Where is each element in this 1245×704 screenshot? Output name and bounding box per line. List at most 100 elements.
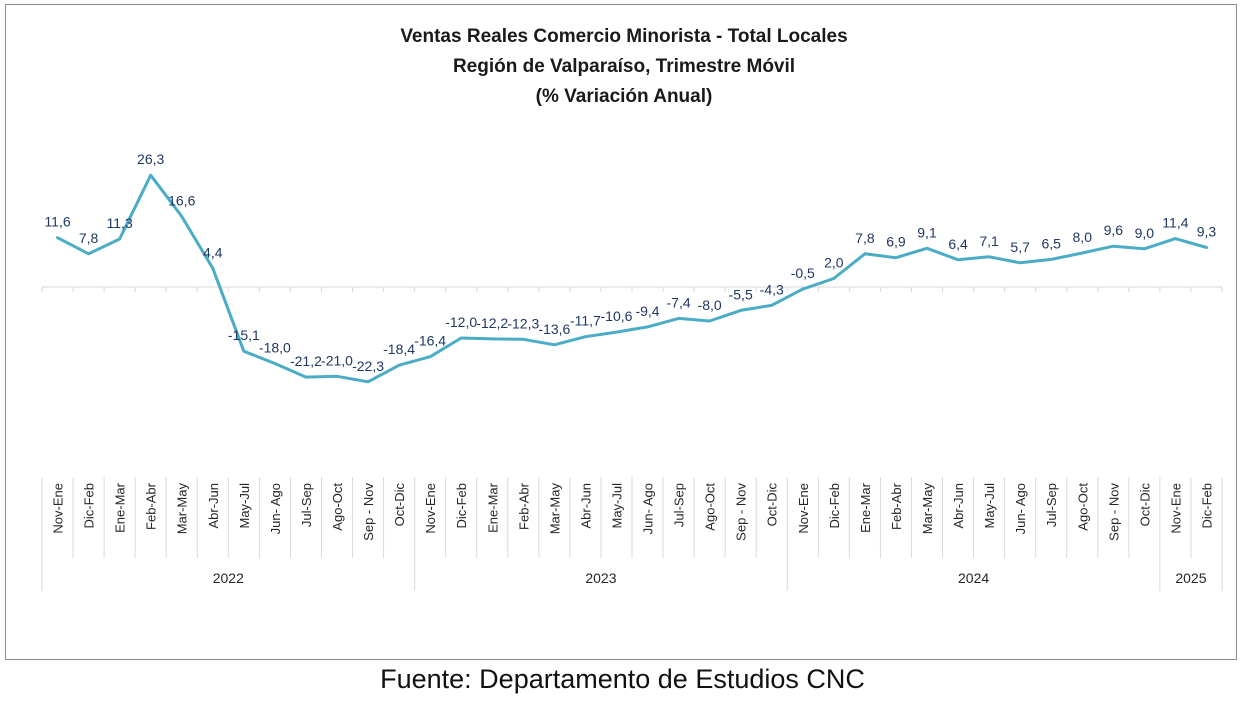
data-point	[56, 236, 59, 239]
data-point	[925, 247, 929, 250]
x-tick-label: Oct-Dic	[765, 483, 780, 527]
data-labels: 11,6 7,8 11,3 26,3 16,6 4,4 -15,1-18,0-21,2 -21…	[44, 151, 1216, 374]
series	[56, 173, 1208, 384]
data-point	[1018, 261, 1022, 264]
data-label: -5,5	[729, 286, 753, 302]
data-label: -11,7	[570, 313, 601, 329]
data-label: 9,3	[1197, 223, 1217, 239]
x-tick-label: Dic-Feb	[454, 483, 469, 529]
x-tick-label: Jul-Sep	[672, 483, 687, 527]
data-label: -8,0	[698, 297, 722, 313]
data-point	[739, 309, 742, 312]
data-label: 11,3	[107, 215, 133, 231]
x-tick-label: Sep - Nov	[361, 483, 376, 541]
data-label: -18,4	[383, 341, 415, 357]
data-label: 2,0	[824, 255, 844, 271]
x-tick-label: Ene-Mar	[858, 482, 873, 533]
x-tick-label: Sep - Nov	[1106, 483, 1121, 541]
x-tick-label: Jul-Sep	[1044, 483, 1059, 527]
x-tick-label: Feb-Abr	[144, 482, 159, 530]
data-point	[149, 174, 152, 177]
data-point	[366, 380, 370, 383]
year-labels: 2022 2023 2024 2025	[41, 477, 1223, 591]
source-note: Fuente: Departamento de Estudios CNC	[380, 664, 865, 694]
x-tick-label: Oct-Dic	[1137, 483, 1152, 527]
data-label: -21,0	[321, 352, 353, 368]
x-tick-label: Dic-Feb	[827, 483, 842, 529]
x-tick-label: Dic-Feb	[82, 483, 97, 529]
year-label: 2024	[958, 570, 989, 586]
data-point	[956, 258, 960, 261]
data-label: -12,3	[507, 315, 539, 331]
x-tick-label: Mar-May	[920, 483, 935, 535]
data-label: 6,4	[948, 236, 968, 252]
x-tick-label: Nov-Ene	[423, 483, 438, 534]
data-label: 6,9	[886, 234, 906, 250]
data-point	[118, 237, 121, 241]
data-point	[770, 304, 773, 307]
data-point	[397, 364, 401, 367]
data-point	[428, 355, 432, 358]
data-point	[460, 336, 463, 340]
data-point	[677, 317, 680, 320]
data-label: -22,3	[352, 358, 384, 374]
data-point	[987, 255, 991, 259]
data-point	[894, 256, 898, 259]
data-label: 9,0	[1135, 225, 1155, 241]
data-point	[1050, 258, 1053, 261]
x-tick-label: Dic-Feb	[1200, 483, 1215, 529]
x-tick-label: Jun- Ago	[268, 483, 283, 534]
data-label: -21,2	[290, 353, 322, 369]
year-label: 2022	[213, 570, 244, 586]
chart-title-line-1: Ventas Reales Comercio Minorista - Total…	[400, 26, 847, 47]
chart-area: Ventas Reales Comercio Minorista - Total…	[5, 4, 1237, 660]
data-point	[832, 277, 836, 280]
data-label: -4,3	[760, 281, 784, 297]
data-label: 11,6	[44, 214, 70, 230]
data-point	[522, 338, 525, 341]
x-tick-label: Ago-Oct	[703, 483, 718, 531]
x-tick-label: Mar-May	[175, 483, 190, 535]
year-label: 2023	[585, 570, 616, 586]
data-label: -15,1	[228, 327, 260, 343]
data-point	[801, 287, 804, 291]
x-tick-label: Nov-Ene	[51, 483, 66, 534]
x-tick-label: Ene-Mar	[485, 482, 500, 533]
data-point	[273, 362, 277, 365]
data-point	[211, 267, 214, 270]
data-point	[584, 335, 587, 338]
data-point	[1112, 245, 1115, 248]
x-tick-label: Feb-Abr	[889, 482, 904, 530]
data-label: -10,6	[601, 308, 633, 324]
x-tick-label: Nov-Ene	[796, 483, 811, 534]
line-chart: Ventas Reales Comercio Minorista - Total…	[41, 26, 1223, 591]
data-label: -13,6	[538, 321, 570, 337]
chart-title-line-3: (% Variación Anual)	[536, 86, 713, 107]
x-tick-label: Ene-Mar	[113, 482, 128, 533]
chart-title-line-2: Región de Valparaíso, Trimestre Móvil	[453, 56, 795, 77]
x-tick-label: Ago-Oct	[1075, 483, 1090, 531]
x-tick-label: Abr-Jun	[951, 483, 966, 529]
x-tick-label: Sep - Nov	[734, 483, 749, 541]
chart-title: Ventas Reales Comercio Minorista - Total…	[400, 26, 847, 107]
data-label: 8,0	[1073, 229, 1093, 245]
x-axis	[41, 286, 1223, 292]
data-label: -9,4	[635, 303, 659, 319]
x-tick-labels: Nov-Ene Dic-Feb Ene-Mar Feb-Abr Mar-May Abr-J…	[51, 482, 1215, 540]
data-point	[304, 375, 308, 379]
x-tick-label: Feb-Abr	[516, 482, 531, 530]
year-label: 2025	[1175, 570, 1206, 586]
x-tick-label: Abr-Jun	[206, 483, 221, 529]
data-point	[242, 349, 246, 353]
data-point	[1143, 247, 1146, 250]
data-point	[491, 337, 494, 341]
x-tick-label: Nov-Ene	[1168, 483, 1183, 534]
data-label: -12,0	[445, 314, 477, 330]
data-label: 7,8	[79, 230, 99, 246]
data-label: -16,4	[414, 333, 446, 349]
x-tick-label: May-Jul	[982, 483, 997, 529]
data-point	[863, 252, 867, 256]
data-point	[1205, 246, 1208, 249]
x-tick-label: Jul-Sep	[299, 483, 314, 527]
data-label: -12,2	[476, 315, 508, 331]
